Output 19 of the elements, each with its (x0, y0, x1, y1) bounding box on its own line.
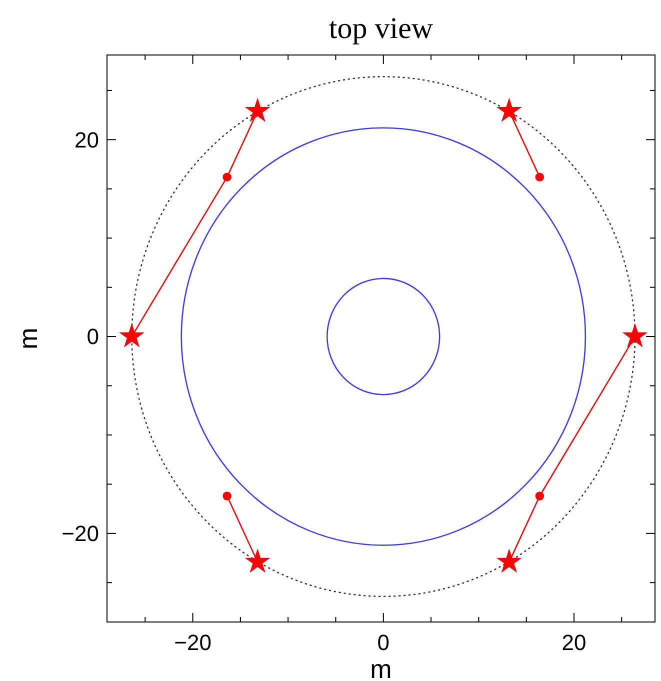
x-tick-label: 0 (377, 630, 390, 655)
chart-title: top view (328, 12, 434, 45)
point (535, 492, 544, 500)
y-tick-label: 20 (74, 127, 99, 152)
point (222, 172, 232, 182)
y-axis-title: m (13, 328, 44, 350)
point (244, 548, 270, 573)
y-tick-label: −20 (62, 521, 99, 546)
x-tick-label: −20 (174, 630, 212, 655)
x-axis-title: m (370, 654, 392, 681)
y-tick-label: 0 (86, 324, 99, 350)
point (496, 548, 522, 573)
point (535, 172, 544, 182)
point (622, 323, 648, 348)
point (244, 98, 270, 122)
point (222, 492, 232, 500)
x-tick-label: 20 (562, 630, 586, 655)
point (496, 98, 522, 122)
point (119, 323, 144, 348)
